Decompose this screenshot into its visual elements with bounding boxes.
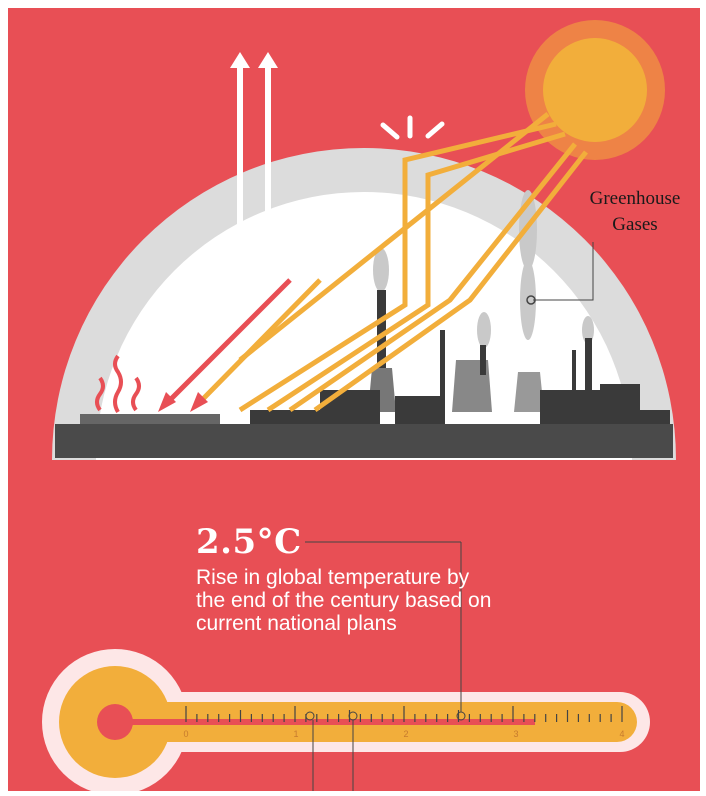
thermometer-scale [185, 706, 623, 722]
tick-label-2: 2 [403, 729, 408, 739]
trapped-heat-arrows [158, 278, 322, 412]
heat-wave-icon [95, 354, 141, 414]
arrow-up-icon [230, 52, 250, 68]
tick-label-1: 1 [293, 729, 298, 739]
greenhouse-leader [526, 242, 594, 305]
temperature-description: Rise in global temperature by the end of… [196, 566, 492, 635]
tick-label-0: 0 [183, 729, 188, 739]
incoming-radiation [238, 112, 588, 413]
outgoing-radiation [230, 52, 278, 410]
arrow-down-left-icon [158, 392, 176, 412]
temperature-value: 2.5°C [196, 522, 302, 562]
thermometer-scale-labels: 0 1 2 3 4 [183, 729, 624, 739]
reflection-sparks [380, 115, 445, 140]
tick-label-3: 3 [513, 729, 518, 739]
scale-markers [305, 541, 466, 791]
greenhouse-label-line2: Gases [612, 214, 658, 235]
thermometer: 0 1 2 3 4 [42, 541, 650, 795]
tick-label-4: 4 [619, 729, 624, 739]
atmosphere-inner [96, 192, 632, 460]
mercury-level [115, 719, 535, 725]
greenhouse-gases-label: Greenhouse Gases [560, 186, 706, 238]
sun-icon [525, 20, 665, 160]
factory-skyline-icon [55, 290, 673, 458]
greenhouse-label-line1: Greenhouse [589, 188, 681, 209]
arrow-down-left-icon [190, 392, 208, 412]
arrow-up-icon [258, 52, 278, 68]
